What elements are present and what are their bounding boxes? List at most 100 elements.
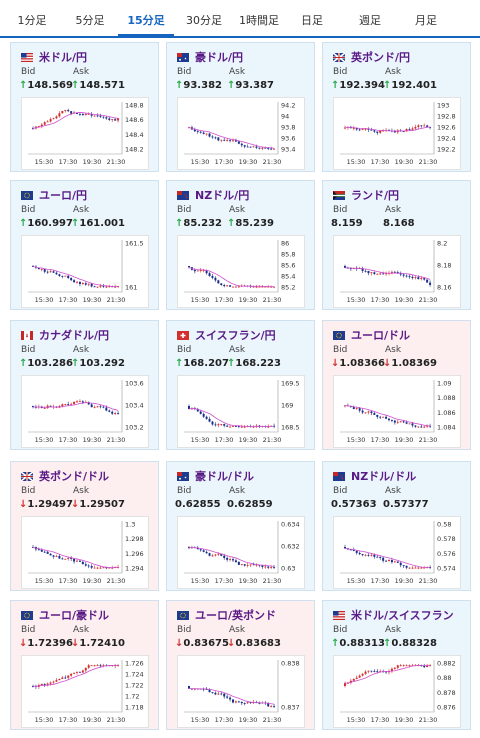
candle-body [87, 283, 90, 285]
chart-axis [184, 380, 279, 433]
candlestick-chart[interactable]: 8.2 8.18 8.16 15:30 17:30 19:30 21:30 [333, 235, 461, 308]
candlestick-chart[interactable]: 1.09 1.088 1.086 1.084 15:30 17:30 19:30 21:30 [333, 375, 461, 448]
candle-body [220, 283, 223, 286]
currency-card[interactable]: スイスフラン/円 Bid Ask ↑168.207 ↑168.223 169.5 169 16… [166, 320, 315, 450]
candlestick-chart[interactable]: 1.726 1.724 1.722 1.72 1.718 15:30 17:30 19:30 2… [21, 655, 149, 728]
candlestick-chart[interactable]: 0.882 0.88 0.878 0.876 15:30 17:30 19:30 21:30 [333, 655, 461, 728]
candle-body [261, 565, 264, 567]
candle-body [252, 564, 255, 566]
candle-body [370, 272, 373, 274]
ask-value: 8.168 [383, 218, 415, 229]
candle-body [205, 133, 208, 135]
pair-title[interactable]: 米ドル/スイスフラン [351, 609, 454, 622]
currency-card[interactable]: 米ドル/円 Bid Ask ↑148.569 ↑148.571 148.8 148.6 148… [10, 42, 159, 172]
pair-title[interactable]: NZドル/円 [195, 189, 250, 202]
candle-body [399, 562, 402, 566]
currency-card[interactable]: NZドル/円 Bid Ask ↑85.232 ↑85.239 86 85.8 85.6 85.4… [166, 180, 315, 310]
candle-body [93, 115, 96, 117]
arrow-up-icon: ↑ [19, 218, 28, 229]
arrow-down-icon: ↓ [383, 358, 392, 369]
currency-card[interactable]: 豪ドル/ドル Bid Ask 0.62855 0.62859 0.634 0.632 0.63… [166, 461, 315, 591]
currency-card[interactable]: ユーロ/円 Bid Ask ↑160.997 ↑161.001 161.5 161 15:30… [10, 180, 159, 310]
candlestick-chart[interactable]: 161.5 161 15:30 17:30 19:30 21:30 [21, 235, 149, 308]
pair-title[interactable]: ユーロ/豪ドル [39, 609, 110, 622]
candlestick-chart[interactable]: 0.634 0.632 0.63 15:30 17:30 19:30 21:30 [177, 516, 305, 589]
candle-body [90, 566, 93, 568]
pair-title[interactable]: ユーロ/ドル [351, 329, 411, 342]
pair-title[interactable]: 米ドル/円 [39, 51, 88, 64]
candle-body [358, 675, 361, 678]
ask-number: 93.387 [235, 80, 274, 91]
tab-1[interactable]: 5分足 [75, 14, 105, 27]
pair-title[interactable]: 豪ドル/円 [195, 51, 244, 64]
candle-body [261, 286, 264, 288]
candlestick-chart[interactable]: 0.838 0.837 15:30 17:30 19:30 21:30 [177, 655, 305, 728]
candle-body [49, 119, 52, 122]
pair-title[interactable]: スイスフラン/円 [195, 329, 276, 342]
candle-body [229, 285, 232, 287]
currency-card[interactable]: カナダドル/円 Bid Ask ↑103.286 ↑103.292 103.6 103.4 1… [10, 320, 159, 450]
pair-title[interactable]: 英ポンド/ドル [39, 470, 110, 483]
tab-7[interactable]: 月足 [415, 14, 437, 27]
candle-body [252, 426, 255, 428]
bid-label: Bid [333, 67, 348, 77]
candle-body [379, 556, 382, 558]
candle-body [40, 549, 43, 552]
x-tick-label: 15:30 [191, 436, 210, 444]
pair-title[interactable]: NZドル/ドル [351, 470, 417, 483]
pair-title[interactable]: 英ポンド/円 [351, 51, 411, 64]
currency-card[interactable]: ユーロ/豪ドル Bid Ask ↓1.72396 ↓1.72410 1.726 1.724 1… [10, 600, 159, 730]
x-tick-label: 17:30 [59, 577, 78, 585]
candle-body [367, 554, 370, 556]
pair-title[interactable]: ユーロ/英ポンド [195, 609, 277, 622]
candle-body [364, 671, 367, 674]
candle-body [78, 671, 81, 673]
candle-body [87, 402, 90, 405]
candlestick-chart[interactable]: 148.8 148.6 148.4 148.2 15:30 17:30 19:30 21:30 [21, 97, 149, 170]
pair-title[interactable]: ランド/円 [351, 189, 400, 202]
bid-number: 0.57363 [331, 499, 377, 510]
tab-5[interactable]: 日足 [301, 14, 323, 27]
candlestick-chart[interactable]: 1.3 1.298 1.296 1.294 15:30 17:30 19:30 21:30 [21, 516, 149, 589]
currency-card[interactable]: NZドル/ドル Bid Ask 0.57363 0.57377 0.58 0.578 0.57… [322, 461, 471, 591]
ask-label: Ask [229, 345, 246, 355]
tab-6[interactable]: 週足 [359, 14, 381, 27]
x-tick-label: 17:30 [215, 577, 234, 585]
currency-card[interactable]: ランド/円 Bid Ask 8.159 8.168 8.2 8.18 8.16 15:30 17:… [322, 180, 471, 310]
candle-body [408, 665, 411, 667]
x-tick-label: 17:30 [371, 716, 390, 724]
currency-card[interactable]: 米ドル/スイスフラン Bid Ask ↑0.88313 ↑0.88328 0.882 0.8… [322, 600, 471, 730]
currency-card[interactable]: 豪ドル/円 Bid Ask ↑93.382 ↑93.387 94.2 94 93.8 93.6 9… [166, 42, 315, 172]
candlestick-chart[interactable]: 193 192.8 192.6 192.4 192.2 15:30 17:30 19:30 21… [333, 97, 461, 170]
candle-body [376, 671, 379, 673]
tab-4[interactable]: 1時間足 [239, 14, 279, 27]
candle-body [220, 424, 223, 425]
y-tick-label: 169.5 [281, 380, 300, 388]
ask-value: ↑93.387 [227, 80, 274, 91]
currency-card[interactable]: ユーロ/ドル Bid Ask ↓1.08366 ↓1.08369 1.09 1.088 1.0… [322, 320, 471, 450]
candlestick-chart[interactable]: 86 85.8 85.6 85.4 85.2 15:30 17:30 19:30 21:30 [177, 235, 305, 308]
candle-body [32, 266, 34, 267]
bid-value: ↑160.997 [19, 218, 73, 229]
candle-body [196, 270, 199, 272]
tab-3[interactable]: 30分足 [186, 14, 222, 27]
tab-2[interactable]: 15分足 [118, 0, 174, 37]
pair-title[interactable]: カナダドル/円 [39, 329, 110, 342]
candlestick-chart[interactable]: 103.6 103.4 103.2 15:30 17:30 19:30 21:30 [21, 375, 149, 448]
candlestick-chart[interactable]: 169.5 169 168.5 15:30 17:30 19:30 21:30 [177, 375, 305, 448]
pair-title[interactable]: 豪ドル/ドル [195, 470, 255, 483]
currency-card[interactable]: 英ポンド/円 Bid Ask ↑192.394 ↑192.401 193 192.8 192.… [322, 42, 471, 172]
candle-body [426, 425, 429, 427]
candlestick-chart[interactable]: 0.58 0.578 0.576 0.574 15:30 17:30 19:30 21:30 [333, 516, 461, 589]
candle-body [87, 113, 90, 115]
y-tick-label: 85.2 [281, 284, 295, 292]
currency-card[interactable]: 英ポンド/ドル Bid Ask ↓1.29497 ↓1.29507 1.3 1.298 1.2… [10, 461, 159, 591]
currency-card[interactable]: ユーロ/英ポンド Bid Ask ↓0.83675 ↓0.83683 0.838 0.837… [166, 600, 315, 730]
ask-value: ↓1.29507 [71, 499, 125, 510]
candle-body [223, 285, 226, 287]
pair-title[interactable]: ユーロ/円 [39, 189, 88, 202]
candlestick-chart[interactable]: 94.2 94 93.8 93.6 93.4 15:30 17:30 19:30 21:30 [177, 97, 305, 170]
chart-axis [184, 240, 279, 293]
tab-0[interactable]: 1分足 [17, 14, 47, 27]
candle-body [379, 416, 382, 418]
